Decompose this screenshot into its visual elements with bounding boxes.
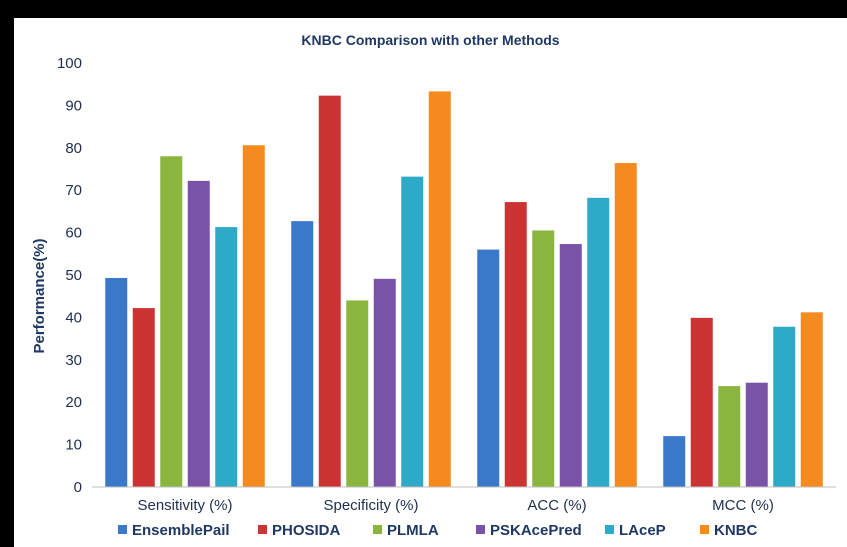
legend-label: LAceP	[619, 522, 666, 539]
bar-ensemblepail	[105, 277, 128, 487]
y-tick-label: 100	[57, 55, 82, 72]
legend-label: EnsemblePail	[132, 522, 230, 539]
y-tick-label: 20	[65, 394, 82, 411]
legend-swatch	[118, 525, 127, 534]
y-tick-label: 40	[65, 309, 82, 326]
legend-label: PHOSIDA	[272, 522, 341, 539]
bar-knbc	[428, 91, 451, 488]
y-tick-label: 30	[65, 352, 82, 369]
legend-swatch	[373, 525, 382, 534]
y-tick-label: 70	[65, 182, 82, 199]
bar-lacep	[587, 197, 610, 487]
chart-frame: KNBC Comparison with other Methods Perfo…	[14, 18, 847, 547]
legend-swatch	[700, 525, 709, 534]
bar-pskacepred	[373, 278, 396, 487]
bar-ensemblepail	[291, 221, 314, 488]
bar-phosida	[504, 202, 527, 487]
y-tick-label: 50	[65, 267, 82, 284]
legend-swatch	[476, 525, 485, 534]
bar-phosida	[690, 317, 713, 487]
bar-knbc	[800, 312, 823, 487]
y-tick-label: 0	[74, 479, 82, 496]
bar-phosida	[318, 95, 341, 487]
legend-swatch	[258, 525, 267, 534]
y-tick-label: 90	[65, 97, 82, 114]
bar-pskacepred	[187, 180, 210, 487]
bar-lacep	[215, 227, 238, 487]
bar-chart: Performance(%) 0 10 20 30 40 50 60 70 80 90 100 Se…	[31, 55, 836, 539]
y-tick-label: 80	[65, 140, 82, 157]
bar-plmla	[718, 386, 741, 487]
bar-plmla	[160, 156, 183, 487]
bar-lacep	[401, 176, 424, 487]
legend-swatch	[605, 525, 614, 534]
bar-ensemblepail	[477, 249, 500, 487]
bar-plmla	[346, 300, 369, 487]
x-category-label: Specificity (%)	[323, 497, 418, 514]
bar-pskacepred	[559, 244, 582, 487]
chart-title: KNBC Comparison with other Methods	[301, 32, 560, 48]
bar-lacep	[773, 326, 796, 487]
x-category-label: MCC (%)	[712, 497, 774, 514]
y-tick-label: 10	[65, 437, 82, 454]
y-ticks: 0 10 20 30 40 50 60 70 80 90 100	[57, 55, 82, 496]
legend-label: PSKAcePred	[490, 522, 582, 539]
x-category-label: Sensitivity (%)	[137, 497, 232, 514]
y-tick-label: 60	[65, 225, 82, 242]
legend-label: KNBC	[714, 522, 757, 539]
y-axis-label: Performance(%)	[31, 238, 48, 353]
legend: EnsemblePail PHOSIDA PLMLA PSKAcePred LAceP K…	[118, 522, 757, 539]
bar-plmla	[532, 230, 555, 488]
bar-phosida	[132, 308, 155, 487]
category-labels: Sensitivity (%) Specificity (%) ACC (%) MCC…	[137, 497, 773, 514]
bar-knbc	[614, 163, 637, 487]
bar-pskacepred	[745, 382, 768, 487]
x-category-label: ACC (%)	[527, 497, 586, 514]
bar-knbc	[242, 145, 265, 488]
legend-label: PLMLA	[387, 522, 439, 539]
bars	[105, 91, 823, 488]
bar-ensemblepail	[663, 436, 686, 487]
